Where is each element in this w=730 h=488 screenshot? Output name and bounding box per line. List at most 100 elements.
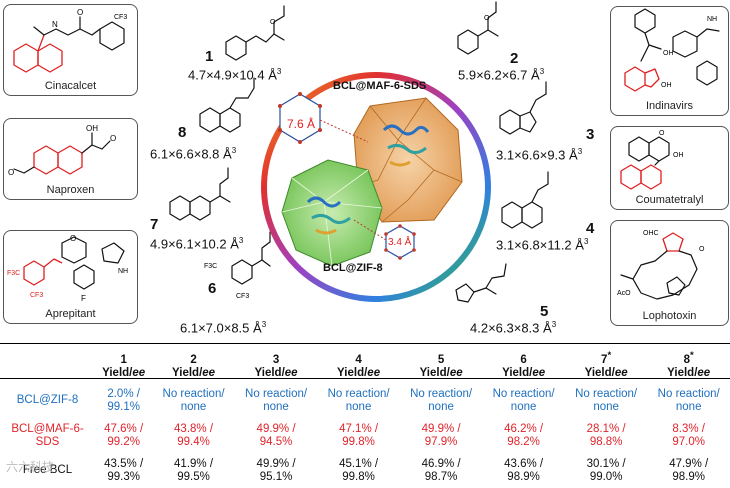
compound-2-dims: 5.9×6.2×6.7 Å3 <box>458 67 545 83</box>
yield-value: 49.9% / <box>256 422 296 435</box>
drug-label-coumatetralyl: Coumatetralyl <box>635 194 704 206</box>
compound-4-structure <box>501 171 549 229</box>
compound-7-number: 7 <box>150 216 159 233</box>
header-cell: 8* Yield/ee <box>667 350 711 379</box>
yield-value: 8.3% / <box>672 422 705 435</box>
yield-value: No reaction/ <box>575 387 638 400</box>
ee-value: 98.8% <box>589 435 623 448</box>
row-label: Free BCL <box>22 464 73 477</box>
nh-atom: NH <box>707 16 717 23</box>
ee-value: 99.8% <box>342 435 375 448</box>
ee-value: 98.7% <box>424 470 458 483</box>
drug-box-aprepitant: F3C CF3 F O NH Aprepitant <box>3 230 138 324</box>
o-atom: O <box>699 246 705 253</box>
nh-atom: NH <box>118 268 128 275</box>
drug-box-naproxen: OH O O Naproxen <box>3 118 138 200</box>
yield-value: 28.1% / <box>586 422 626 435</box>
table-cell: 47.9% /98.9% <box>647 453 730 488</box>
aco-atom: AcO <box>617 290 631 297</box>
yield-value: 49.9% / <box>256 457 296 470</box>
ee-value: none <box>263 400 289 413</box>
nh-atom: N <box>52 20 58 29</box>
table-top-rule <box>0 343 730 344</box>
oh-atom: OH <box>86 124 98 133</box>
yield-value: No reaction/ <box>410 387 473 400</box>
drug-label-indinavirs: Indinavirs <box>645 100 694 112</box>
yield-value: 41.9% / <box>174 457 214 470</box>
o-atom: O <box>70 234 76 243</box>
table-cell: 8.3% /97.0% <box>647 418 730 453</box>
ee-value: 99.8% <box>342 470 375 483</box>
zif-enzyme <box>306 196 351 235</box>
compound-4-number: 4 <box>586 220 595 237</box>
table-cell: No reaction/none <box>565 383 648 418</box>
compound-3-number: 3 <box>586 126 595 143</box>
ee-value: 99.0% <box>589 470 623 483</box>
table-cell: 45.1% /99.8% <box>317 453 400 488</box>
yield-value: 45.1% / <box>339 457 379 470</box>
cf3-atom: CF3 <box>30 292 43 299</box>
oh-atom: OH <box>663 50 674 57</box>
maf-cage <box>353 97 463 223</box>
compound-6-dims: 6.1×7.0×8.5 Å3 <box>180 320 267 336</box>
maf-label: BCL@MAF-6-SDS <box>333 80 427 92</box>
yield-value: No reaction/ <box>162 387 225 400</box>
yield-value: 46.9% / <box>421 457 461 470</box>
table-cell: 43.5% /99.3% <box>95 453 152 488</box>
coumatetralyl-structure: O OH <box>620 130 684 190</box>
zif-cage <box>281 159 383 267</box>
table-corner <box>0 344 95 383</box>
cho-atom: OHC <box>643 230 659 237</box>
yield-value: 43.5% / <box>104 457 144 470</box>
yield-value: 47.1% / <box>339 422 379 435</box>
maf-pore-size: 7.6 Å <box>287 117 316 131</box>
f3c-atom: F3C <box>7 270 20 277</box>
header-cell: 3 Yield/ee <box>254 353 298 379</box>
table-row: BCL@ZIF-8 2.0% /99.1% No reaction/none No r… <box>0 383 730 418</box>
drug-box-cinacalcet: N O CF3 Cinacalcet <box>3 4 138 96</box>
aprepitant-structure: F3C CF3 F O NH <box>7 234 128 303</box>
lophotoxin-structure: OHC AcO O <box>617 230 705 300</box>
f3c-atom: F3C <box>204 263 217 270</box>
ee-value: none <box>675 400 702 413</box>
indinavirs-structure: OH OH NH <box>624 8 720 92</box>
table-cell: 2.0% /99.1% <box>95 383 152 418</box>
yield-value: No reaction/ <box>492 387 555 400</box>
cinacalcet-structure: N O CF3 <box>13 8 127 73</box>
substrate-structures: O O F3C CF3 <box>169 1 549 303</box>
compound-2-structure: O <box>457 1 499 55</box>
drug-box-lophotoxin: OHC AcO O Lophotoxin <box>610 220 729 326</box>
table-cell: 46.9% /98.7% <box>400 453 483 488</box>
zif-pore-size: 3.4 Å <box>388 237 412 248</box>
ee-value: 98.2% <box>507 435 540 448</box>
table-cell: 43.8% /99.4% <box>152 418 235 453</box>
oh-atom: OH <box>673 152 684 159</box>
row-label: BCL@ZIF-8 <box>16 394 79 407</box>
compound-3-dims: 3.1×6.6×9.3 Å3 <box>496 147 583 163</box>
results-table: 1 Yield/ee 2 Yield/ee 3 Yield/ee 4 Yield/ee … <box>0 344 730 488</box>
yield-value: No reaction/ <box>245 387 308 400</box>
table-cell: 49.9% /97.9% <box>400 418 483 453</box>
table-cell: 49.9% /95.1% <box>235 453 318 488</box>
naproxen-structure: OH O O <box>8 124 116 177</box>
ee-value: 99.3% <box>107 470 140 483</box>
table-cell: No reaction/none <box>482 383 565 418</box>
yield-value: 43.6% / <box>504 457 544 470</box>
ee-value: 94.5% <box>259 435 293 448</box>
table-cell: 46.2% /98.2% <box>482 418 565 453</box>
compound-1-structure: O <box>225 5 285 61</box>
table-cell: 47.1% /99.8% <box>317 418 400 453</box>
header-cell: 1 Yield/ee <box>102 353 146 379</box>
ee-value: none <box>428 400 454 413</box>
header-cell: 2 Yield/ee <box>172 353 216 379</box>
table-cell: No reaction/none <box>152 383 235 418</box>
table-cell: No reaction/none <box>235 383 318 418</box>
drug-box-indinavirs: OH OH NH Indinavirs <box>610 6 729 116</box>
ee-value: 99.4% <box>177 435 210 448</box>
ee-value: 97.0% <box>672 435 705 448</box>
header-cell: 5 Yield/ee <box>419 353 463 379</box>
ee-value: 99.5% <box>177 470 210 483</box>
compound-5-dims: 4.2×6.3×8.3 Å3 <box>470 320 557 336</box>
ee-value: 97.9% <box>424 435 458 448</box>
drug-label-naproxen: Naproxen <box>46 184 95 196</box>
